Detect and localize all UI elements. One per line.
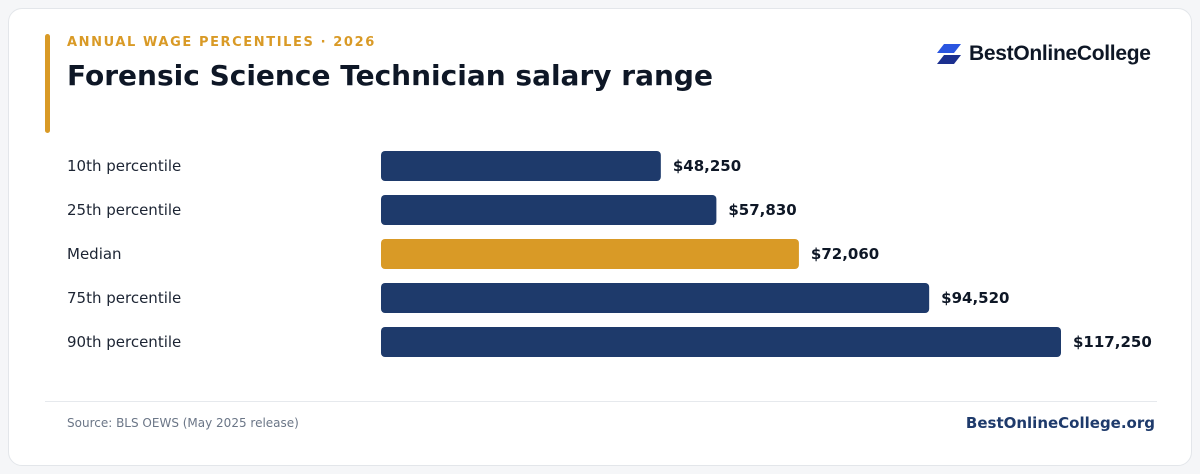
category-label-10th-percentile: 10th percentile (67, 157, 181, 175)
brand-logo-text: BestOnlineCollege (969, 42, 1151, 65)
accent-bar (45, 34, 50, 133)
bar-10th-percentile (381, 151, 661, 181)
site-link[interactable]: BestOnlineCollege.org (965, 414, 1155, 432)
bar-median (381, 239, 799, 269)
value-label-90th-percentile: $117,250 (1073, 333, 1152, 351)
salary-bar-chart: 10th percentile $48,250 25th percentile $57… (67, 151, 1152, 357)
value-label-75th-percentile: $94,520 (941, 289, 1009, 307)
source-note: Source: BLS OEWS (May 2025 release) (67, 416, 299, 430)
chart-card: ANNUAL WAGE PERCENTILES · 2026 Forensic … (8, 8, 1192, 466)
bar-90th-percentile (381, 327, 1061, 357)
category-label-75th-percentile: 75th percentile (67, 289, 181, 307)
category-label-90th-percentile: 90th percentile (67, 333, 181, 351)
chart-eyebrow: ANNUAL WAGE PERCENTILES · 2026 (67, 35, 376, 50)
category-label-25th-percentile: 25th percentile (67, 201, 181, 219)
stacked-parallelogram-logo-icon (937, 44, 961, 64)
value-label-10th-percentile: $48,250 (673, 157, 741, 175)
footer-divider (45, 401, 1157, 402)
chart-title: Forensic Science Technician salary range (67, 59, 713, 92)
category-label-median: Median (67, 245, 122, 263)
value-label-25th-percentile: $57,830 (728, 201, 796, 219)
bar-75th-percentile (381, 283, 930, 313)
value-label-median: $72,060 (811, 245, 879, 263)
brand-logo[interactable]: BestOnlineCollege (937, 42, 1151, 66)
bar-25th-percentile (381, 195, 717, 225)
